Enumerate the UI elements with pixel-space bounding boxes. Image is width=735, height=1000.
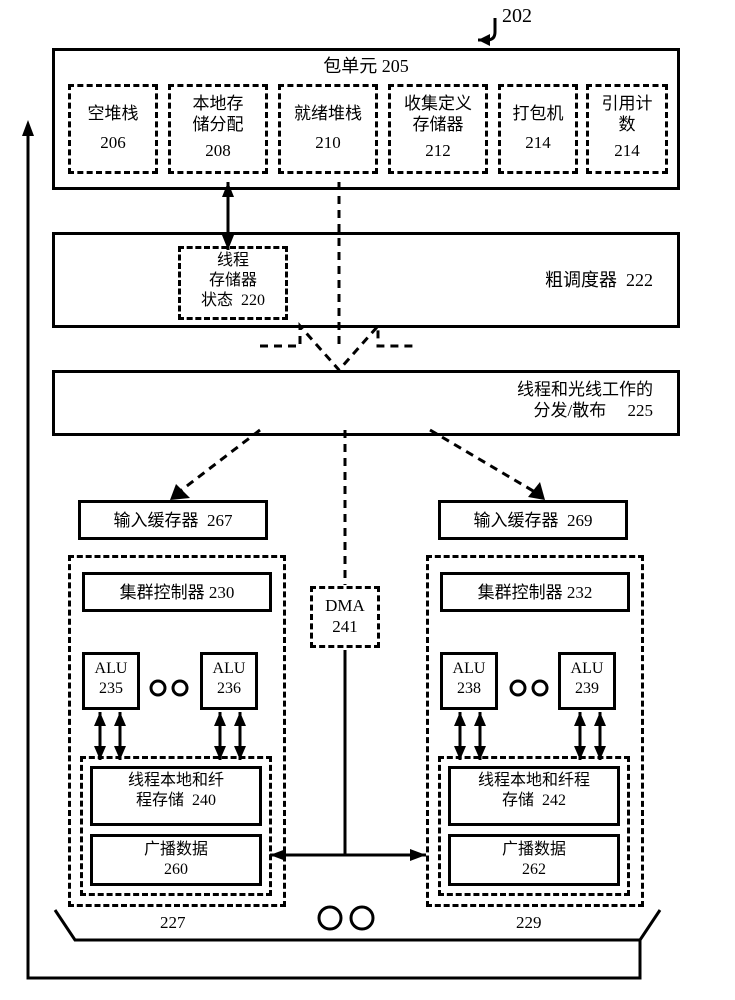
packer-box: 打包机 214 [498, 84, 578, 174]
tls-left: 线程本地和纤程存储 240 [90, 766, 262, 826]
dispatch-box: 线程和光线工作的分发/散布 225 [52, 370, 680, 436]
cluster-ctrl-left: 集群控制器 230 [82, 572, 272, 612]
ready-stack-box: 就绪堆栈 210 [278, 84, 378, 174]
bcast-left: 广播数据 260 [90, 834, 262, 886]
cluster-right-num: 229 [516, 912, 542, 933]
thread-state-box: 线程存储器 状态 220 [178, 246, 288, 320]
alu-235: ALU 235 [82, 652, 140, 710]
alu-238: ALU 238 [440, 652, 498, 710]
tls-right: 线程本地和纤程存储 242 [448, 766, 620, 826]
bcast-right: 广播数据 262 [448, 834, 620, 886]
alu-239: ALU 239 [558, 652, 616, 710]
input-buffer-right: 输入缓存器 269 [438, 500, 628, 540]
empty-stack-box: 空堆栈 206 [68, 84, 158, 174]
packet-unit-title: 包单元 205 [55, 55, 677, 78]
cluster-ctrl-right: 集群控制器 232 [440, 572, 630, 612]
coarse-scheduler-box: 粗调度器 222 [52, 232, 680, 328]
refcount-box: 引用计数 214 [586, 84, 668, 174]
callout-202: 202 [502, 4, 532, 29]
collect-def-box: 收集定义存储器 212 [388, 84, 488, 174]
local-alloc-box: 本地存储分配 208 [168, 84, 268, 174]
alu-236: ALU 236 [200, 652, 258, 710]
cluster-left-num: 227 [160, 912, 186, 933]
input-buffer-left: 输入缓存器 267 [78, 500, 268, 540]
dma-box: DMA 241 [310, 586, 380, 648]
